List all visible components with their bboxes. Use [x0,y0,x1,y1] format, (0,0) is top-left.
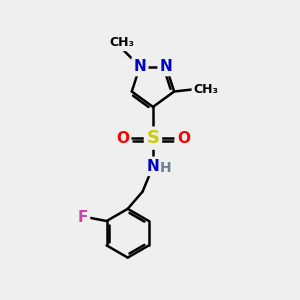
Text: S: S [146,129,160,147]
Text: CH₃: CH₃ [110,36,134,49]
Text: O: O [116,130,129,146]
Text: N: N [134,59,146,74]
Text: N: N [160,59,172,74]
Text: F: F [78,210,88,225]
Text: O: O [177,130,190,146]
Text: H: H [160,161,171,175]
Text: N: N [147,159,159,174]
Text: CH₃: CH₃ [194,82,218,96]
